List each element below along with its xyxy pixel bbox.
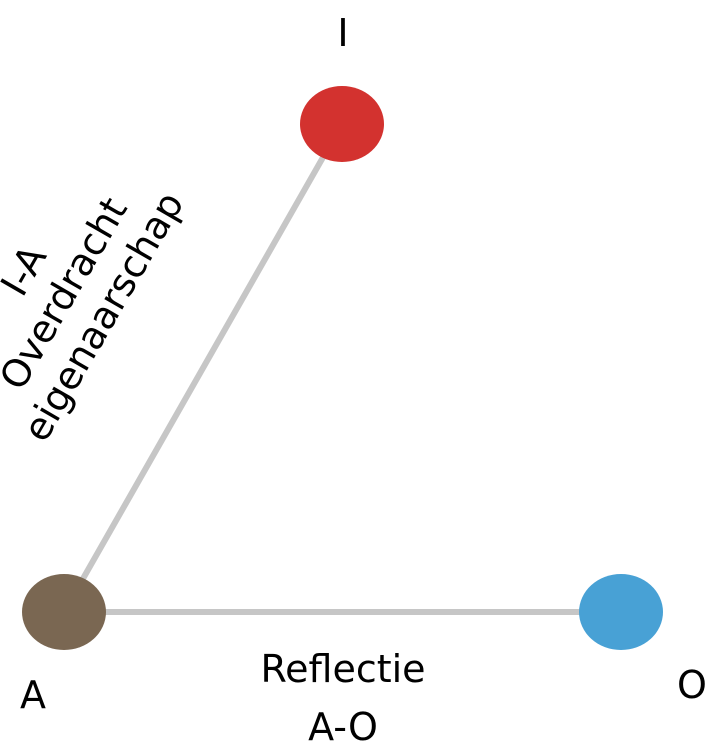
node-i	[300, 86, 384, 162]
edge-label-a-o-line-2: A-O	[308, 705, 378, 749]
edge-i-a	[61, 121, 345, 615]
node-o	[579, 574, 663, 650]
node-a	[22, 574, 106, 650]
edge-label-i-a: I-A Overdracht eigenaarschap	[0, 184, 192, 448]
node-label-i: I	[337, 11, 348, 55]
node-label-a: A	[20, 673, 46, 717]
node-label-o: O	[677, 663, 707, 707]
edge-label-a-o-line-1: Reflectie	[260, 647, 425, 691]
